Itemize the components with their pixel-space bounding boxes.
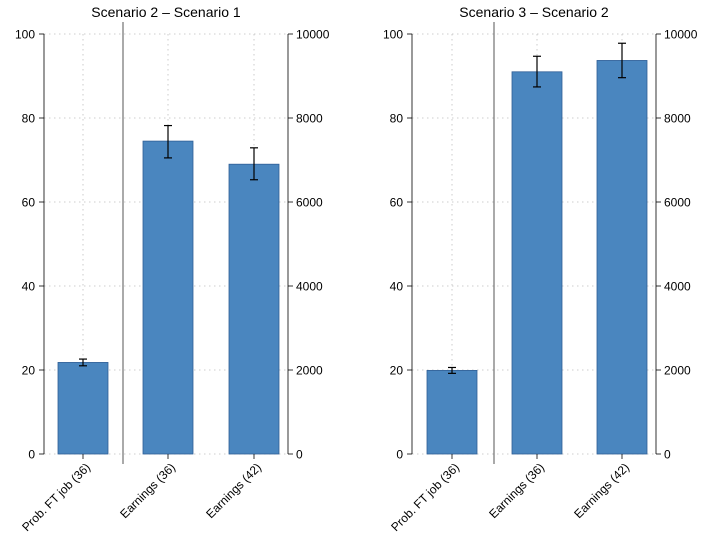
left-axis-tick-label: 60 <box>390 196 404 210</box>
right-axis-tick-label: 0 <box>664 448 671 462</box>
x-axis-category-label: Earnings (42) <box>571 460 632 521</box>
bar <box>596 60 648 455</box>
right-axis-tick-label: 0 <box>296 448 303 462</box>
x-axis-category-label: Earnings (42) <box>203 460 264 521</box>
left-axis-tick-label: 60 <box>22 196 36 210</box>
right-axis-tick-label: 10000 <box>664 28 698 42</box>
bar <box>57 362 109 455</box>
right-axis-tick-label: 8000 <box>296 112 323 126</box>
right-axis-tick-label: 10000 <box>296 28 330 42</box>
right-axis-tick-label: 6000 <box>664 196 691 210</box>
left-axis-tick-label: 40 <box>390 280 404 294</box>
left-axis-tick-label: 0 <box>28 448 35 462</box>
right-axis-tick-label: 2000 <box>664 364 691 378</box>
left-axis-tick-label: 80 <box>390 112 404 126</box>
left-axis-tick-label: 100 <box>383 28 403 42</box>
x-axis-category-label: Earnings (36) <box>486 460 547 521</box>
left-axis-tick-label: 20 <box>22 364 36 378</box>
chart-panel-1: Scenario 2 – Scenario 1 0 20 40 60 80 100 0 2000… <box>15 4 330 534</box>
bar <box>511 71 563 455</box>
left-axis-tick-label: 0 <box>396 448 403 462</box>
left-axis-tick-label: 100 <box>15 28 35 42</box>
x-axis-category-label: Earnings (36) <box>117 460 178 521</box>
bar <box>426 370 478 455</box>
right-axis-tick-label: 2000 <box>296 364 323 378</box>
right-axis-tick-label: 6000 <box>296 196 323 210</box>
left-axis-tick-label: 20 <box>390 364 404 378</box>
bar <box>228 163 280 455</box>
left-axis-tick-label: 40 <box>22 280 36 294</box>
left-axis-tick-label: 80 <box>22 112 36 126</box>
right-axis-tick-label: 4000 <box>664 280 691 294</box>
chart-title: Scenario 2 – Scenario 1 <box>91 4 241 20</box>
right-axis-tick-label: 8000 <box>664 112 691 126</box>
x-axis-category-label: Prob. FT job (36) <box>19 460 93 534</box>
chart-panel-2: Scenario 3 – Scenario 2 0 20 40 60 80 100 0 2000… <box>383 4 698 534</box>
chart-title: Scenario 3 – Scenario 2 <box>459 4 609 20</box>
right-axis-tick-label: 4000 <box>296 280 323 294</box>
x-axis-category-label: Prob. FT job (36) <box>388 460 462 534</box>
bar <box>142 140 194 455</box>
